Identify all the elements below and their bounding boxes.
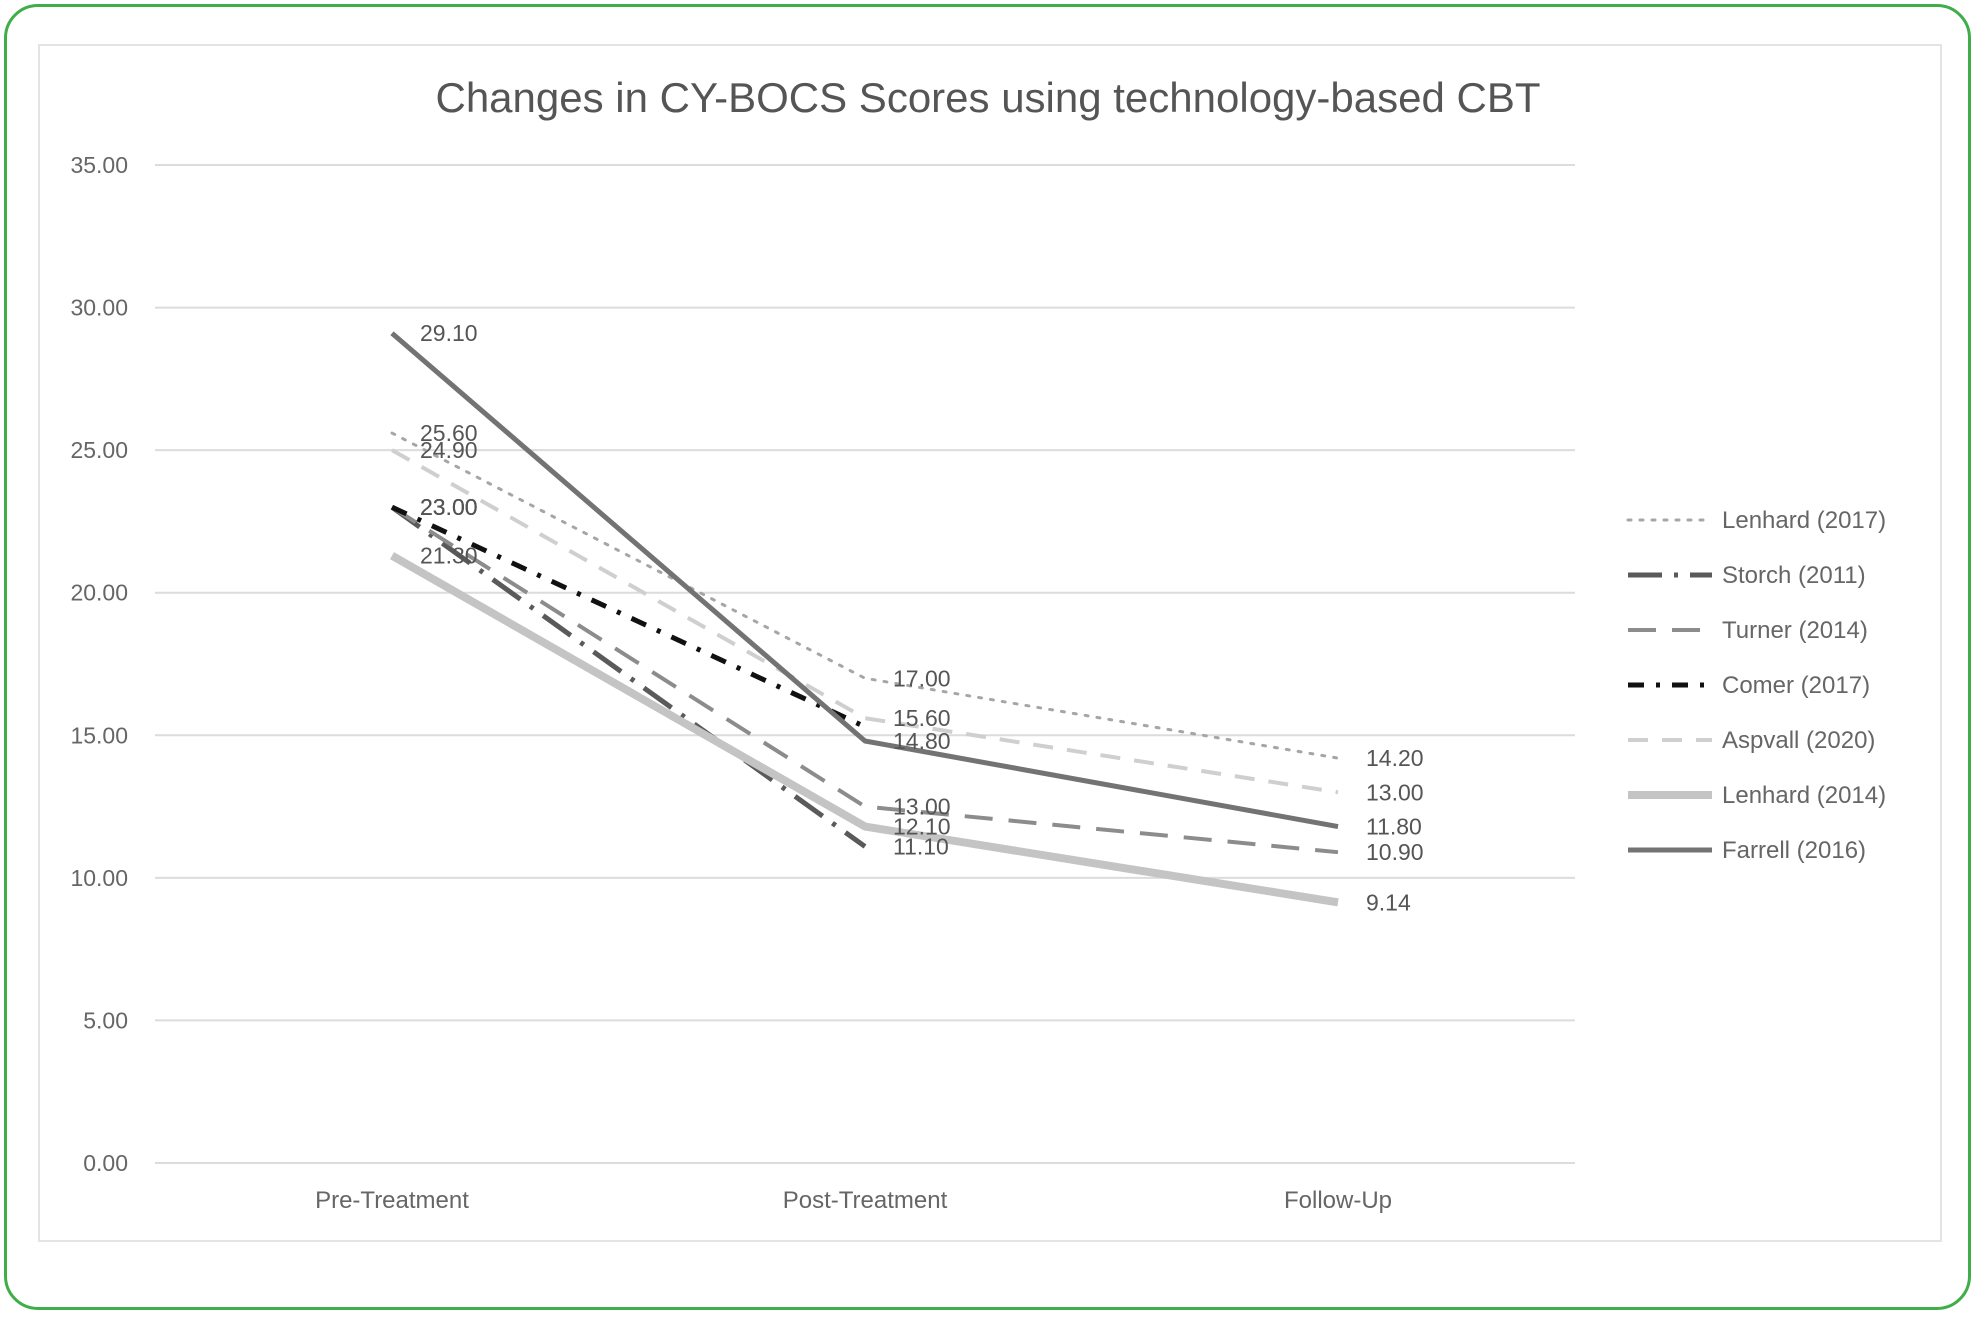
data-label: 12.10 xyxy=(893,814,951,840)
data-label: 15.60 xyxy=(893,705,951,731)
y-axis-ticks: 0.00 5.00 10.00 15.00 20.00 25.00 30.00 35.00 xyxy=(70,152,128,1176)
y-tick-label: 0.00 xyxy=(83,1150,128,1176)
y-tick-label: 35.00 xyxy=(70,152,128,178)
x-tick-label: Pre-Treatment xyxy=(315,1187,469,1214)
series-lines xyxy=(390,331,1340,907)
data-label: 23.00 xyxy=(420,494,478,520)
data-label: 11.80 xyxy=(1366,814,1422,840)
data-label: 13.00 xyxy=(893,794,951,820)
series-line xyxy=(391,448,1339,795)
series-line xyxy=(390,431,1340,760)
data-label: 11.10 xyxy=(893,833,949,859)
legend-entry: Lenhard (2014) xyxy=(1722,782,1886,809)
legend-entry: Comer (2017) xyxy=(1722,672,1870,699)
legend-entry: Aspvall (2020) xyxy=(1722,727,1875,754)
chart-title: Changes in CY-BOCS Scores using technolo… xyxy=(435,74,1540,121)
data-label: 14.80 xyxy=(893,728,951,754)
data-label: 9.14 xyxy=(1366,889,1411,915)
legend-entry: Farrell (2016) xyxy=(1722,837,1866,864)
legend-entry: Turner (2014) xyxy=(1722,617,1868,644)
data-label: 14.20 xyxy=(1366,745,1424,771)
series-line xyxy=(390,552,1339,907)
series-line xyxy=(390,331,1339,829)
data-label: 25.60 xyxy=(420,420,478,446)
y-tick-label: 10.00 xyxy=(70,865,128,891)
y-tick-label: 25.00 xyxy=(70,437,128,463)
x-tick-label: Post-Treatment xyxy=(783,1187,948,1214)
series-line xyxy=(390,505,1339,855)
legend: Lenhard (2017) Storch (2011) Turner (2014)… xyxy=(1626,507,1886,864)
legend-entry: Lenhard (2017) xyxy=(1722,507,1886,534)
data-label: 23.00 xyxy=(420,494,478,520)
y-tick-label: 15.00 xyxy=(70,722,128,748)
x-tick-label: Follow-Up xyxy=(1284,1187,1392,1214)
data-labels: 25.6017.0014.2023.0011.1023.0013.0010.90… xyxy=(420,320,1424,915)
data-label: 24.90 xyxy=(420,437,478,463)
gridlines xyxy=(155,164,1575,1164)
data-label: 23.00 xyxy=(420,494,478,520)
y-tick-label: 5.00 xyxy=(83,1007,128,1033)
y-tick-label: 30.00 xyxy=(70,295,128,321)
data-label: 10.90 xyxy=(1366,839,1424,865)
legend-entry: Storch (2011) xyxy=(1722,562,1866,589)
y-tick-label: 20.00 xyxy=(70,580,128,606)
data-label: 29.10 xyxy=(420,320,478,346)
data-label: 13.00 xyxy=(1366,779,1424,805)
data-label: 21.30 xyxy=(420,543,478,569)
x-axis-ticks: Pre-Treatment Post-Treatment Follow-Up xyxy=(315,1187,1392,1214)
chart-area xyxy=(38,44,1942,1242)
data-label: 17.00 xyxy=(893,665,951,691)
